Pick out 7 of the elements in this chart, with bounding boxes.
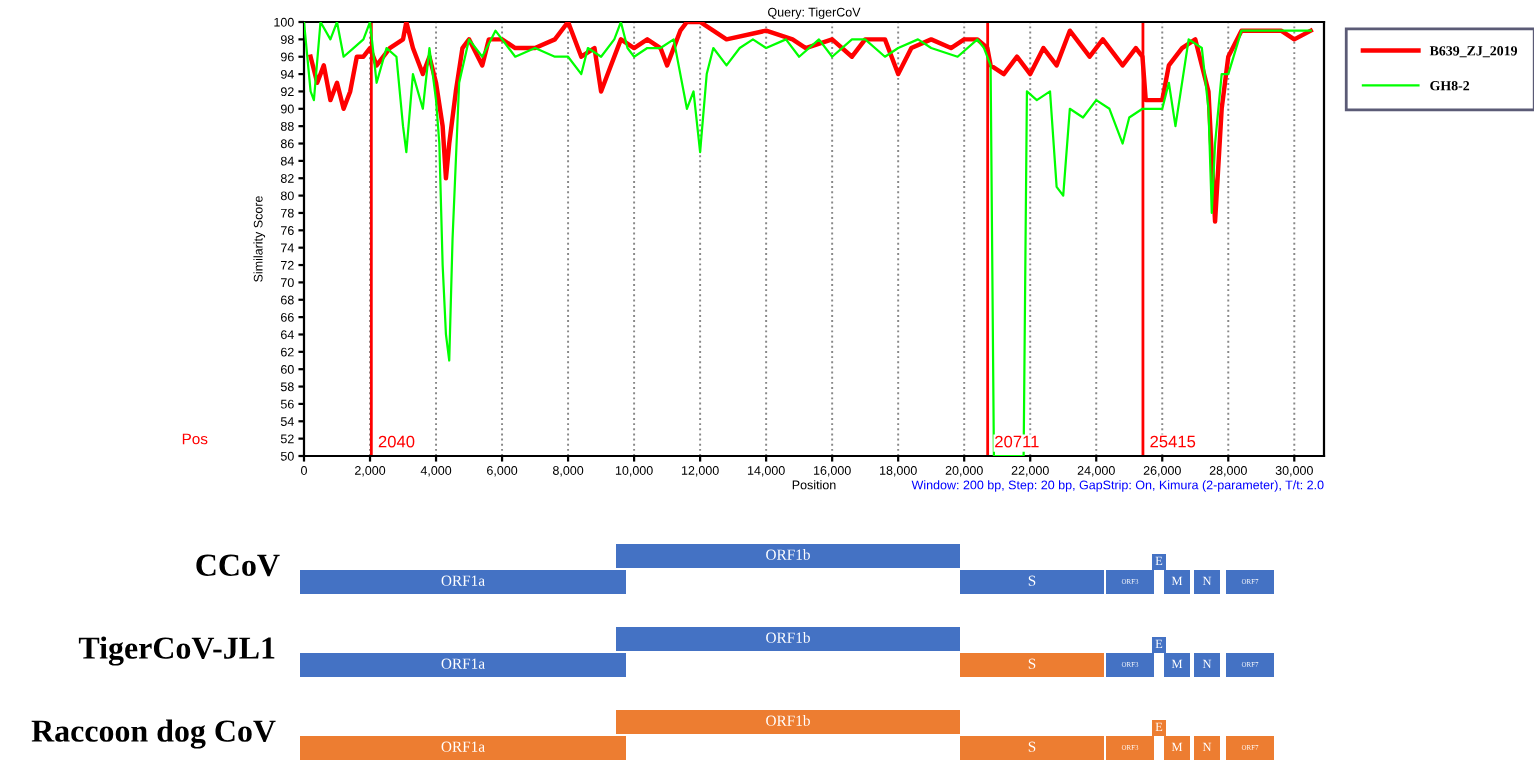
text: TigerCoV-JL1 [78, 636, 275, 666]
ref-line-label: 20711 [995, 435, 1039, 448]
text: Raccoon dog CoV [31, 719, 276, 749]
text: CCoV [196, 554, 280, 577]
ref-line-label: 2040 [378, 435, 415, 448]
line-series [304, 22, 1312, 456]
ref-line-label: 25415 [1150, 435, 1196, 448]
